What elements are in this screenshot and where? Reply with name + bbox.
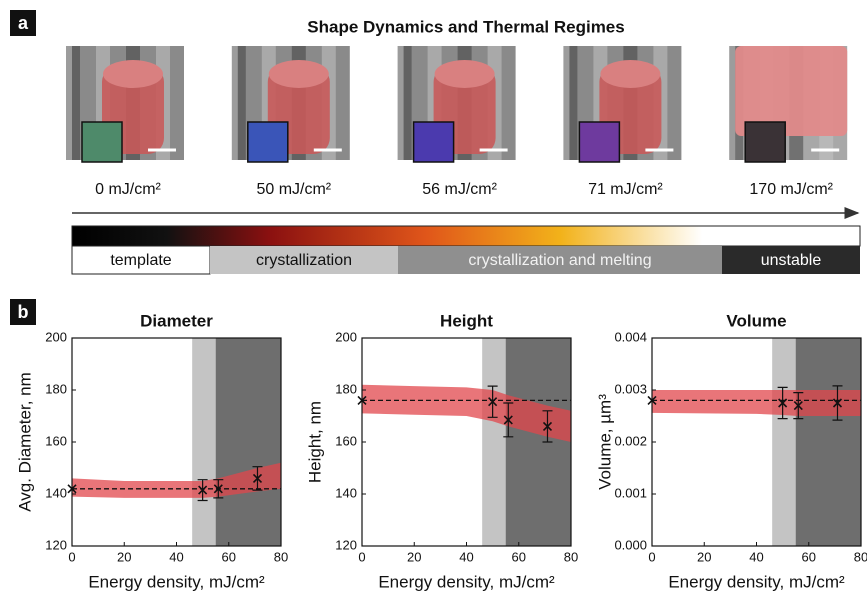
- y-tick-label: 140: [335, 485, 357, 500]
- x-tick-label: 0: [68, 549, 75, 564]
- inset: [412, 121, 455, 163]
- panel-letter-box: [10, 299, 36, 325]
- band: [362, 384, 571, 442]
- point: [198, 485, 208, 495]
- x-axis-label: Energy density, mJ/cm²: [88, 572, 265, 591]
- regime-region: [192, 338, 216, 546]
- point: [793, 401, 803, 411]
- regime-region: [772, 338, 796, 546]
- x-tick-label: 80: [564, 549, 578, 564]
- particle-top: [434, 60, 495, 88]
- regime-label: crystallization and melting: [468, 252, 651, 269]
- x-tick-label: 40: [459, 549, 473, 564]
- y-tick-label: 160: [45, 433, 67, 448]
- y-tick-label: 0.001: [614, 485, 647, 500]
- point: [213, 484, 223, 494]
- y-tick-label: 120: [335, 537, 357, 552]
- y-tick-label: 120: [45, 537, 67, 552]
- chart-title: Diameter: [140, 311, 213, 330]
- panel-letter-box: [10, 10, 36, 36]
- x-axis-label: Energy density, mJ/cm²: [668, 572, 845, 591]
- y-tick-label: 0.000: [614, 537, 647, 552]
- x-tick-label: 80: [274, 549, 288, 564]
- x-tick-label: 60: [512, 549, 526, 564]
- regime-box: [722, 246, 860, 274]
- y-axis-label: Volume, µm³: [595, 394, 614, 490]
- inset: [578, 121, 621, 163]
- point: [503, 415, 513, 425]
- point: [832, 398, 843, 408]
- x-tick-label: 40: [749, 549, 763, 564]
- y-tick-label: 180: [335, 381, 357, 396]
- inset: [247, 121, 289, 163]
- energy-label: 170 mJ/cm²: [749, 181, 833, 198]
- y-tick-label: 0.003: [614, 381, 647, 396]
- regime-region: [505, 338, 571, 546]
- x-tick-label: 60: [222, 549, 236, 564]
- x-tick-label: 60: [802, 549, 816, 564]
- x-axis-label: Energy density, mJ/cm²: [378, 572, 555, 591]
- band: [652, 390, 861, 416]
- x-tick-label: 20: [407, 549, 421, 564]
- chart-title: Volume: [726, 311, 786, 330]
- point: [252, 473, 263, 483]
- y-axis-label: Avg. Diameter, nm: [15, 372, 34, 512]
- texture: [66, 46, 80, 160]
- energy-label: 0 mJ/cm²: [95, 181, 161, 198]
- x-tick-label: 20: [697, 549, 711, 564]
- regime-region: [795, 338, 861, 546]
- regime-label: crystallization: [256, 252, 352, 269]
- x-tick-label: 40: [169, 549, 183, 564]
- texture: [397, 46, 412, 160]
- x-tick-label: 0: [358, 549, 365, 564]
- point: [488, 397, 498, 407]
- chart-title: Height: [440, 311, 493, 330]
- texture: [563, 46, 578, 160]
- particle-top: [600, 60, 661, 88]
- y-tick-label: 0.002: [614, 433, 647, 448]
- regime-label: unstable: [761, 252, 822, 269]
- y-tick-label: 160: [335, 433, 357, 448]
- inset: [81, 121, 123, 163]
- panel-letter: a: [18, 13, 29, 33]
- heat-bar: [71, 225, 861, 247]
- y-tick-label: 200: [45, 329, 67, 344]
- energy-label: 56 mJ/cm²: [422, 181, 497, 198]
- regime-region: [482, 338, 506, 546]
- particle-top: [268, 60, 329, 88]
- regime-box: [71, 245, 211, 275]
- panel-letter: b: [18, 302, 29, 322]
- y-tick-label: 140: [45, 485, 67, 500]
- panel-title: Shape Dynamics and Thermal Regimes: [307, 17, 624, 36]
- x-tick-label: 20: [117, 549, 131, 564]
- energy-label: 50 mJ/cm²: [256, 181, 331, 198]
- point: [542, 421, 553, 431]
- x-tick-label: 80: [854, 549, 867, 564]
- y-tick-label: 180: [45, 381, 67, 396]
- particle: [735, 46, 848, 136]
- regime-label: template: [110, 252, 171, 269]
- regime-box: [210, 246, 398, 274]
- particle-top: [103, 60, 163, 88]
- y-axis-label: Height, nm: [305, 401, 324, 483]
- energy-label: 71 mJ/cm²: [588, 181, 663, 198]
- y-tick-label: 200: [335, 329, 357, 344]
- y-tick-label: 0.004: [614, 329, 647, 344]
- texture: [231, 46, 246, 160]
- inset: [744, 121, 786, 163]
- regime-region: [215, 338, 281, 546]
- point: [778, 398, 788, 408]
- regime-box: [398, 246, 722, 274]
- x-tick-label: 0: [648, 549, 655, 564]
